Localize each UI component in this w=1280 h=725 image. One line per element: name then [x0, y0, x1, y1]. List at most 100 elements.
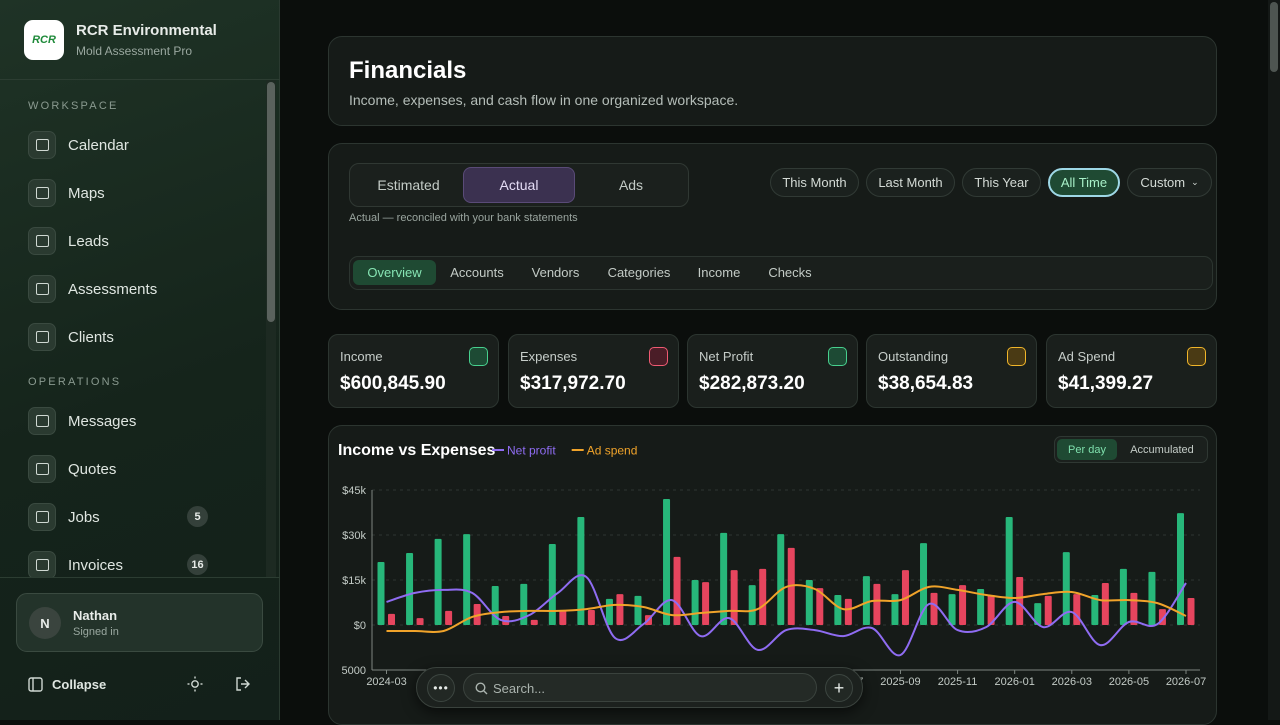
- bar: [1119, 568, 1127, 625]
- kpi-label: Net Profit: [699, 349, 754, 364]
- kpi-label: Outstanding: [878, 349, 949, 364]
- nav-item[interactable]: Maps: [28, 179, 105, 207]
- icon-glyph: [35, 331, 49, 343]
- bar: [463, 534, 471, 625]
- kpi-card: Expenses $317,972.70: [508, 334, 679, 408]
- tab-bar: [349, 256, 1213, 290]
- bar: [959, 585, 967, 625]
- mode-button[interactable]: Estimated: [377, 177, 440, 193]
- range-pill[interactable]: Last Month: [866, 168, 955, 197]
- bar: [930, 592, 938, 625]
- nav-icon: [28, 503, 56, 531]
- user-card[interactable]: N Nathan Signed in: [16, 593, 263, 652]
- nav-item[interactable]: Clients: [28, 323, 114, 351]
- kpi-icon: [469, 347, 488, 366]
- nav-icon: [28, 179, 56, 207]
- bar: [663, 499, 671, 625]
- nav-icon: [28, 323, 56, 351]
- tab[interactable]: Income: [697, 265, 741, 280]
- bar: [1177, 513, 1184, 625]
- tab[interactable]: Categories: [607, 265, 671, 280]
- icon-glyph: [35, 187, 49, 199]
- kpi-value: $282,873.20: [699, 373, 805, 394]
- search-icon: [475, 682, 488, 695]
- nav-item[interactable]: Quotes: [28, 455, 116, 483]
- kpi-value: $600,845.90: [340, 373, 446, 394]
- tab[interactable]: Overview: [353, 260, 436, 285]
- kpi-label: Ad Spend: [1058, 349, 1116, 364]
- y-tick-label: 5000: [342, 665, 366, 677]
- x-tick-label: 2026-07: [1166, 676, 1206, 688]
- mode-button[interactable]: Ads: [618, 177, 644, 193]
- page-scrollbar: [1268, 0, 1280, 720]
- page-subtitle: Income, expenses, and cash flow in one o…: [349, 92, 739, 108]
- kpi-card: Net Profit $282,873.20: [687, 334, 858, 408]
- bar: [1016, 577, 1024, 625]
- bar: [759, 568, 767, 625]
- nav-item[interactable]: Calendar: [28, 131, 129, 159]
- bar: [816, 588, 824, 625]
- range-pill[interactable]: This Year: [962, 168, 1041, 197]
- kpi-value: $41,399.27: [1058, 373, 1154, 394]
- nav-icon: [28, 551, 56, 577]
- kpi-card: Income $600,845.90: [328, 334, 499, 408]
- page-title: Financials: [349, 57, 467, 84]
- range-pill[interactable]: All Time: [1048, 168, 1120, 197]
- bar: [1130, 592, 1138, 625]
- nav-item[interactable]: Leads: [28, 227, 109, 255]
- toggle-per-day[interactable]: Per day: [1057, 439, 1117, 460]
- collapse-icon: [28, 677, 43, 692]
- bar: [920, 543, 928, 625]
- kpi-icon: [1187, 347, 1206, 366]
- tab[interactable]: Checks: [768, 265, 812, 280]
- divider: [0, 577, 280, 578]
- nav-item[interactable]: Messages: [28, 407, 136, 435]
- nav-item[interactable]: Jobs: [28, 503, 100, 531]
- bar: [1148, 571, 1156, 625]
- bar: [673, 556, 681, 625]
- icon-glyph: [35, 415, 49, 427]
- bar: [406, 553, 414, 625]
- nav-badge: 5: [187, 506, 208, 527]
- bar: [862, 576, 870, 625]
- range-pill[interactable]: This Month: [770, 168, 859, 197]
- header-card: Financials Income, expenses, and cash fl…: [328, 36, 1217, 126]
- tab[interactable]: Accounts: [450, 265, 504, 280]
- toggle-accumulated[interactable]: Accumulated: [1130, 443, 1194, 456]
- scrollbar: [266, 80, 276, 577]
- collapse-button[interactable]: Collapse: [52, 677, 107, 692]
- add-button[interactable]: +: [825, 674, 853, 702]
- y-tick-label: $45k: [342, 485, 366, 497]
- bar: [948, 594, 956, 625]
- nav-label: Assessments: [68, 280, 158, 298]
- bar: [616, 594, 624, 625]
- nav-label: Clients: [68, 328, 114, 346]
- kpi-icon: [649, 347, 668, 366]
- bar: [1091, 595, 1099, 625]
- nav-label: Jobs: [68, 508, 100, 526]
- tab[interactable]: Vendors: [531, 265, 580, 280]
- nav-badge: 16: [187, 554, 208, 575]
- nav-item[interactable]: Invoices: [28, 551, 123, 577]
- bar: [834, 595, 842, 625]
- icon-glyph: [35, 235, 49, 247]
- search-input[interactable]: Search...: [463, 673, 817, 702]
- user-status: Signed in: [73, 626, 119, 638]
- nav-item[interactable]: Assessments: [28, 275, 157, 303]
- mode-button[interactable]: Actual: [463, 167, 575, 203]
- more-button[interactable]: •••: [427, 674, 455, 702]
- bar: [873, 583, 881, 625]
- theme-toggle[interactable]: [187, 676, 203, 692]
- logout-button[interactable]: [235, 676, 251, 692]
- bar: [777, 534, 785, 625]
- brand-subtitle: Mold Assessment Pro: [76, 44, 193, 58]
- range-pill[interactable]: Custom ⌄: [1127, 168, 1212, 197]
- y-tick-label: $0: [354, 620, 366, 632]
- bar: [1187, 598, 1195, 625]
- nav-label: Leads: [68, 232, 109, 250]
- kpi-label: Income: [340, 349, 383, 364]
- bar: [805, 580, 813, 625]
- bar: [1034, 603, 1042, 625]
- brand-title: RCR Environmental: [76, 22, 217, 39]
